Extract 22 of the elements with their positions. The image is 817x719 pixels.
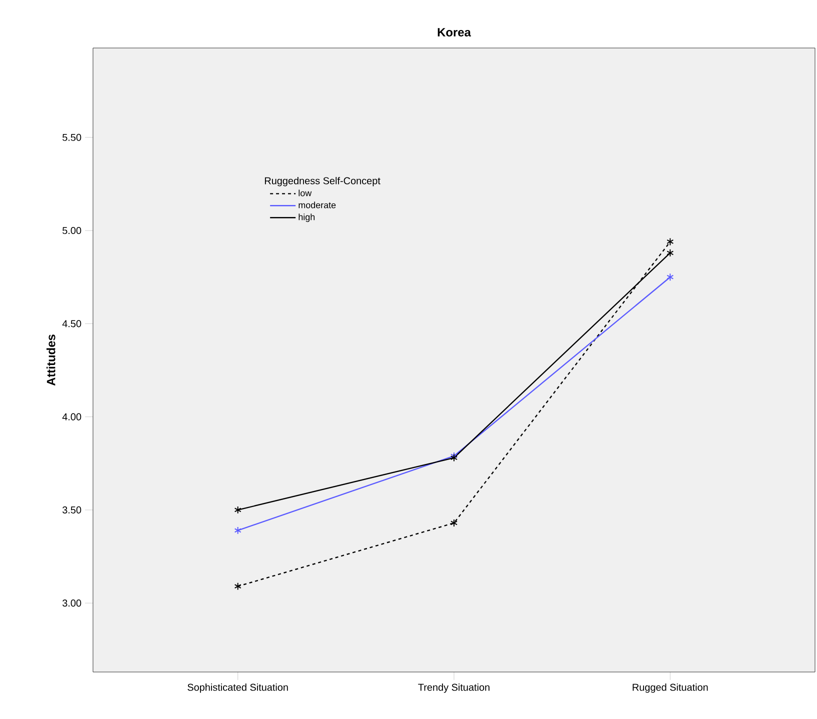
legend-label: low	[298, 190, 312, 196]
y-axis-title: Attitudes	[46, 334, 56, 386]
point	[666, 273, 674, 282]
y-tick-label: 3.00	[62, 600, 82, 607]
legend-label: high	[298, 214, 315, 222]
y-tick-label: 4.50	[62, 320, 82, 328]
y-tick-label: 5.00	[62, 227, 82, 234]
legend-label: moderate	[298, 202, 336, 208]
y-tick-label: 5.50	[62, 134, 82, 141]
point	[234, 506, 242, 514]
y-tick-label: 3.50	[62, 506, 82, 514]
point	[450, 518, 458, 527]
point	[666, 238, 674, 246]
y-tick-label: 4.00	[62, 413, 82, 420]
x-tick-label: Trendy Situation	[418, 683, 490, 693]
x-tick-label: Sophisticated Situation	[188, 683, 288, 693]
point	[666, 248, 674, 257]
point	[234, 582, 242, 590]
chart-title: Korea	[438, 28, 472, 36]
legend-title: Ruggedness Self-Concept	[264, 176, 380, 186]
point	[234, 526, 242, 534]
x-tick-label: Rugged Situation	[632, 683, 708, 693]
